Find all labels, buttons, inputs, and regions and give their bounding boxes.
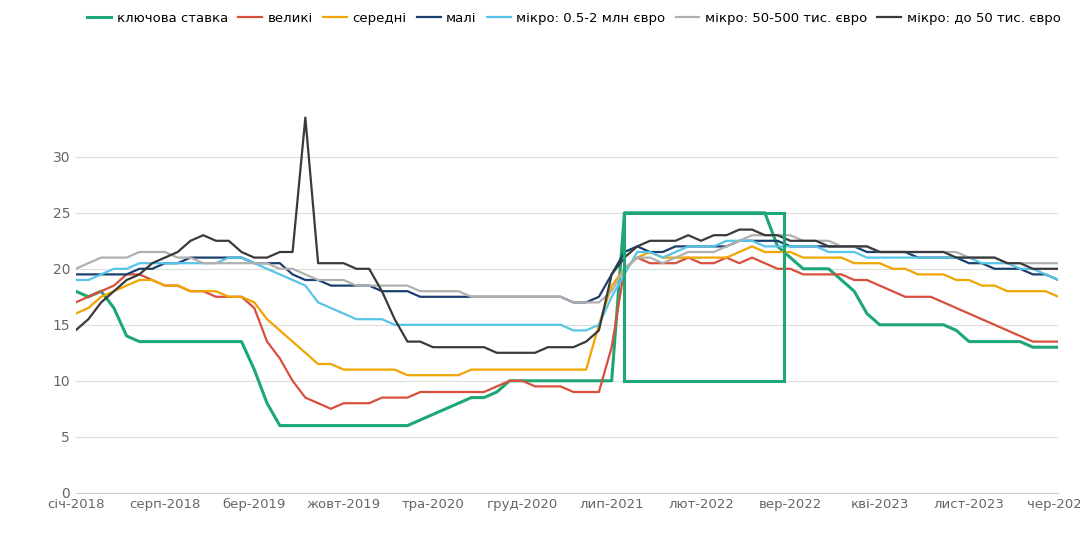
Bar [624,213,784,381]
Legend: ключова ставка, великі, середні, малі, мікро: 0.5-2 млн євро, мікро: 50-500 тис.: ключова ставка, великі, середні, малі, м… [82,7,1066,30]
